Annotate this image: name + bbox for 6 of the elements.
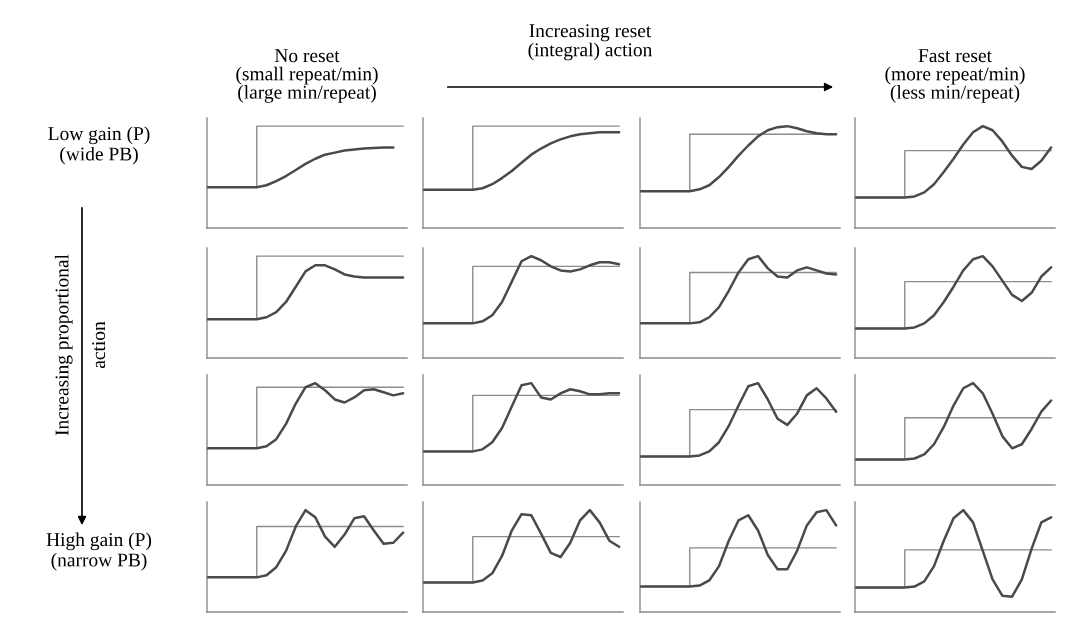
text: Increasing proportional action <box>54 254 106 436</box>
chart-title: No reset (small repeat/min) (large min/repeat) <box>236 49 378 103</box>
chart-title: Fast reset (more repeat/min) (less min/repeat) <box>885 49 1025 103</box>
text: Increasing reset (integral) action <box>528 24 653 61</box>
y-axis-title: High gain (P) (narrow PB) <box>46 532 152 571</box>
y-axis-title: Low gain (P) (wide PB) <box>48 126 150 165</box>
